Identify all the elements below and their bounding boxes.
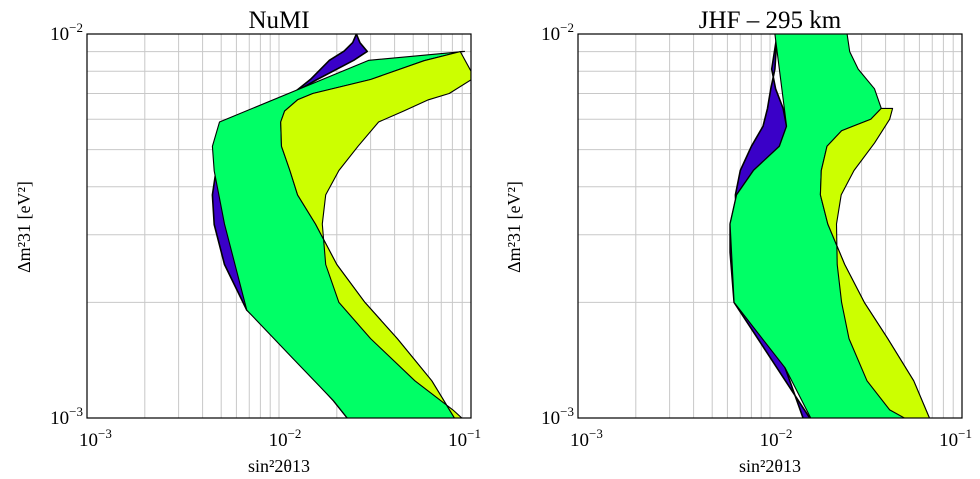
y-axis-label: Δm²31 [eV²] bbox=[504, 181, 524, 273]
chart-panel-jhf: JHF – 295 km sin²2θ13 Δm²31 [eV²] 10−3 10… bbox=[504, 7, 972, 476]
series-group bbox=[211, 34, 471, 418]
chart-panel-numi: NuMI sin²2θ13 Δm²31 [eV²] 10−3 10−2 10−1 10… bbox=[14, 7, 481, 476]
x-tick-label: 10−2 bbox=[760, 426, 793, 451]
series-outer-band bbox=[280, 51, 471, 418]
x-tick-label: 10−1 bbox=[939, 426, 972, 451]
axes-frame bbox=[86, 33, 472, 419]
x-axis-label: sin²2θ13 bbox=[739, 456, 801, 476]
x-tick-label: 10−2 bbox=[269, 426, 302, 451]
x-tick-label: 10−3 bbox=[79, 426, 112, 451]
chart-title: JHF – 295 km bbox=[699, 7, 842, 34]
y-tick-label: 10−3 bbox=[50, 404, 83, 429]
series-outer-band bbox=[819, 107, 931, 418]
axes-frame bbox=[577, 33, 963, 419]
y-tick-label: 10−3 bbox=[541, 404, 574, 429]
chart-title: NuMI bbox=[248, 7, 309, 34]
y-tick-label: 10−2 bbox=[50, 20, 83, 45]
x-tick-label: 10−3 bbox=[570, 426, 603, 451]
series-group bbox=[729, 34, 931, 418]
x-axis-label: sin²2θ13 bbox=[248, 456, 310, 476]
y-axis-label: Δm²31 [eV²] bbox=[14, 181, 34, 273]
y-tick-label: 10−2 bbox=[541, 20, 574, 45]
x-tick-label: 10−1 bbox=[448, 426, 481, 451]
